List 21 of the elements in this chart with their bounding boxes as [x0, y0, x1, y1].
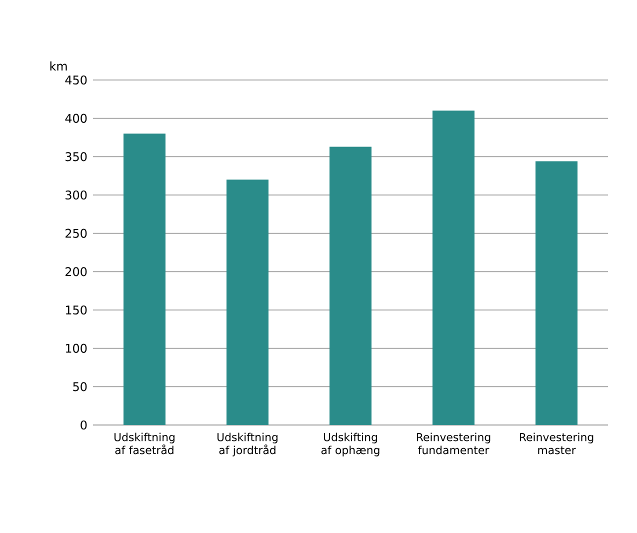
x-tick-label: Udskiftning af fasetråd [114, 432, 174, 454]
y-tick-label: 200 [66, 267, 87, 276]
x-tick-label: Reinvestering master [520, 432, 594, 454]
bar [124, 134, 166, 425]
y-axis-title: km [50, 61, 67, 70]
x-tick-label: Udskiftning af jordtråd [217, 432, 278, 456]
bar [432, 110, 475, 425]
y-tick-label: 250 [66, 228, 87, 238]
y-tick-label: 0 [80, 420, 87, 430]
y-tick-label: 400 [65, 114, 87, 123]
bar [330, 146, 372, 425]
y-tick-label: 350 [66, 152, 87, 162]
bar [536, 161, 578, 425]
x-tick-label: Reinvestering fundamenter [416, 432, 490, 454]
bar [226, 180, 268, 425]
y-tick-label: 100 [66, 344, 87, 353]
y-tick-label: 150 [66, 305, 87, 315]
x-tick-label: Udskifting af ophæng [321, 432, 380, 456]
y-tick-label: 450 [65, 75, 87, 85]
y-tick-label: 300 [66, 190, 87, 200]
y-tick-label: 50 [73, 382, 87, 392]
